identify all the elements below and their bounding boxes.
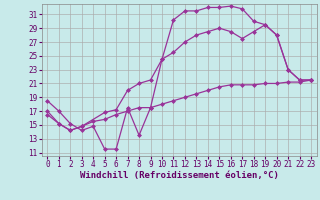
X-axis label: Windchill (Refroidissement éolien,°C): Windchill (Refroidissement éolien,°C) [80,171,279,180]
